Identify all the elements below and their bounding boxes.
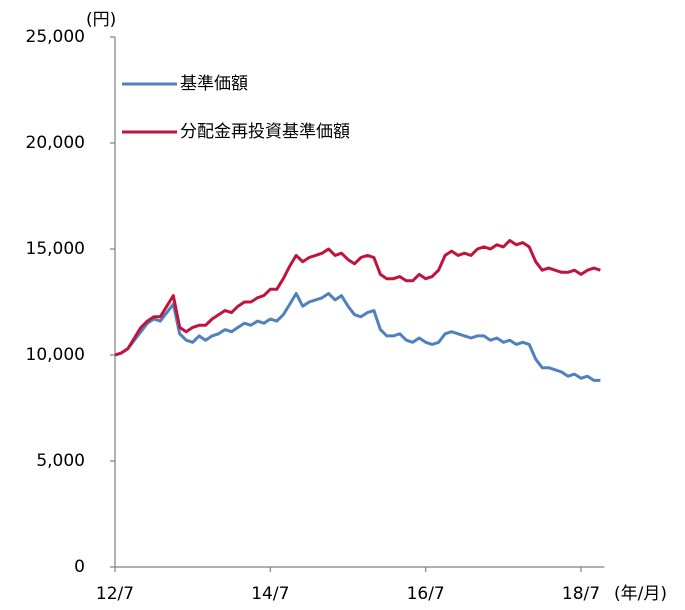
y-tick-label: 25,000 [26, 27, 85, 47]
series-line [114, 239, 601, 357]
x-unit: (年/月) [614, 584, 667, 604]
y-tick-label: 20,000 [26, 133, 85, 153]
x-tick-label: 12/7 [96, 584, 134, 604]
y-tick-label: 5,000 [36, 451, 85, 471]
y-tick-label: 0 [74, 557, 85, 577]
y-unit: (円) [86, 10, 116, 30]
series-line [114, 292, 601, 382]
x-tick-label: 16/7 [407, 584, 445, 604]
y-tick-label: 10,000 [26, 345, 85, 365]
x-tick-label: 14/7 [251, 584, 289, 604]
x-tick-label: 18/7 [562, 584, 600, 604]
y-tick-label: 15,000 [26, 239, 85, 259]
legend-label: 基準価額 [180, 74, 248, 94]
legend-label: 分配金再投資基準価額 [180, 122, 350, 142]
